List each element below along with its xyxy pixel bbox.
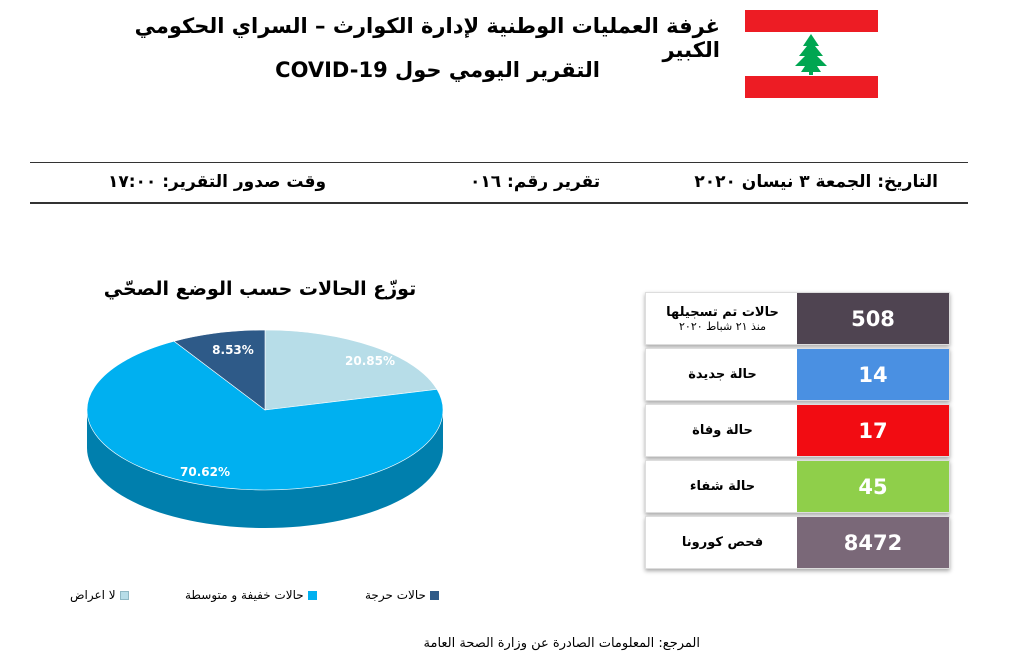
stat-label: حالات تم تسجيلها منذ ٢١ شباط ٢٠٢٠ [646, 293, 799, 344]
stats-panel: حالات تم تسجيلها منذ ٢١ شباط ٢٠٢٠ 508 حا… [645, 292, 950, 572]
pie-data-label: 8.53% [212, 343, 254, 357]
chart-title: توزّع الحالات حسب الوضع الصحّي [103, 278, 417, 300]
pie-slice [264, 329, 438, 411]
stat-value: 45 [797, 461, 949, 512]
stat-recoveries: حالة شفاء 45 [645, 460, 950, 513]
stat-label: حالة شفاء [646, 461, 799, 512]
stat-label-text: حالة شفاء [689, 479, 756, 494]
legend-swatch [307, 590, 317, 600]
report-info-bar: التاريخ: الجمعة ٣ نيسان ٢٠٢٠ تقرير رقم: … [30, 162, 968, 204]
legend-item-mild-moderate: حالات خفيفة و متوسطة [185, 588, 317, 602]
stat-label: حالة جديدة [646, 349, 799, 400]
legend-swatch [429, 590, 439, 600]
stat-value: 17 [797, 405, 949, 456]
legend-item-no-symptoms: لا اعراض [70, 588, 129, 602]
stat-label: حالة وفاة [646, 405, 799, 456]
stat-label: فحص كورونا [646, 517, 799, 568]
stat-label-text: حالة جديدة [688, 367, 757, 382]
stat-sublabel: منذ ٢١ شباط ٢٠٢٠ [679, 319, 767, 333]
stat-deaths: حالة وفاة 17 [645, 404, 950, 457]
stat-value: 14 [797, 349, 949, 400]
stat-value: 508 [797, 293, 949, 344]
legend-label: حالات حرجة [365, 588, 426, 602]
pie-slice [173, 329, 266, 411]
report-subtitle: التقرير اليومي حول COVID-19 [275, 58, 600, 82]
stat-tests: فحص كورونا 8472 [645, 516, 950, 569]
pie-data-label: 70.62% [180, 465, 230, 479]
legend-swatch [119, 590, 129, 600]
source-note: المرجع: المعلومات الصادرة عن وزارة الصحة… [423, 636, 700, 651]
report-number: تقرير رقم: ٠١٦ [470, 172, 601, 192]
health-status-pie-chart: 20.85% 70.62% 8.53% [86, 329, 444, 528]
stat-label-text: حالة وفاة [692, 423, 753, 438]
stat-label-text: حالات تم تسجيلها [666, 304, 779, 320]
legend-item-critical: حالات حرجة [365, 588, 439, 602]
stat-total-cases: حالات تم تسجيلها منذ ٢١ شباط ٢٠٢٠ 508 [645, 292, 950, 345]
report-title: غرفة العمليات الوطنية لإدارة الكوارث – ا… [134, 14, 720, 62]
report-date: التاريخ: الجمعة ٣ نيسان ٢٠٢٠ [694, 172, 938, 192]
stat-new-cases: حالة جديدة 14 [645, 348, 950, 401]
report-issue-time: وقت صدور التقرير: ١٧:٠٠ [108, 172, 327, 192]
legend-label: لا اعراض [70, 588, 116, 602]
pie-slice-side [87, 410, 443, 528]
pie-slice [86, 340, 444, 491]
legend-label: حالات خفيفة و متوسطة [185, 588, 304, 602]
stat-label-text: فحص كورونا [681, 535, 764, 550]
pie-data-label: 20.85% [345, 354, 395, 368]
lebanon-flag-icon [745, 10, 878, 98]
stat-value: 8472 [797, 517, 949, 568]
